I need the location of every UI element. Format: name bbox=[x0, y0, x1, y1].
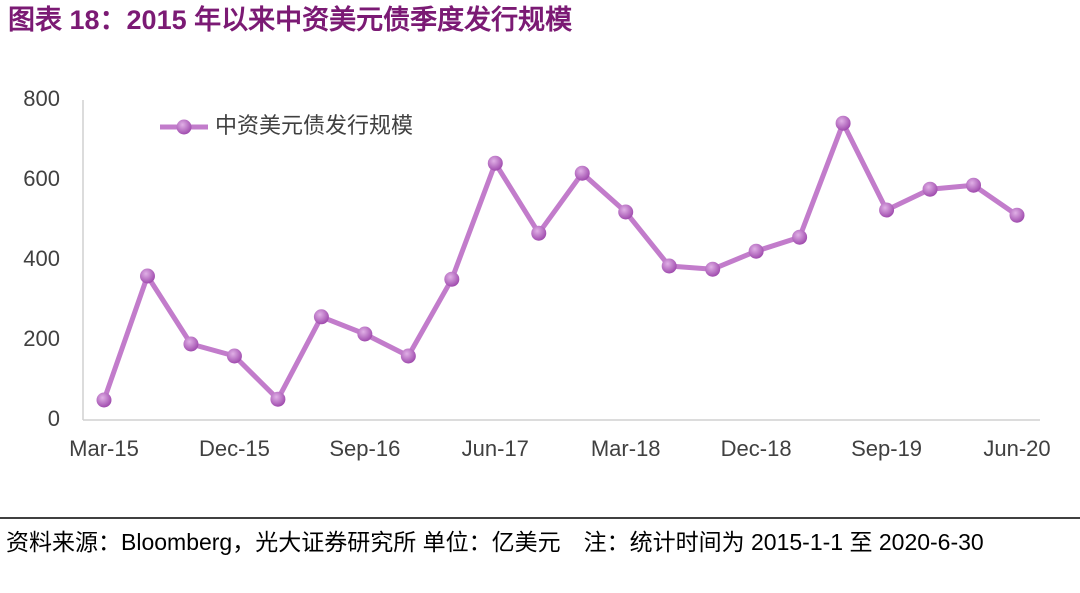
point bbox=[183, 336, 199, 352]
series-line bbox=[101, 120, 1019, 402]
y-tick-label: 200 bbox=[23, 326, 60, 351]
y-tick-label: 0 bbox=[48, 406, 60, 431]
point bbox=[748, 243, 764, 259]
point bbox=[966, 177, 982, 193]
point bbox=[661, 258, 677, 274]
y-tick-label: 400 bbox=[23, 246, 60, 271]
point bbox=[574, 165, 590, 181]
point bbox=[226, 348, 242, 364]
x-tick-label: Mar-15 bbox=[69, 436, 139, 461]
point bbox=[705, 261, 721, 277]
point bbox=[618, 204, 634, 220]
point bbox=[313, 309, 329, 325]
x-tick-label: Sep-16 bbox=[329, 436, 400, 461]
point bbox=[1009, 207, 1025, 223]
legend-label: 中资美元债发行规模 bbox=[215, 113, 413, 138]
legend-marker bbox=[176, 119, 192, 135]
point bbox=[879, 202, 895, 218]
x-tick-label: Jun-20 bbox=[983, 436, 1050, 461]
point bbox=[792, 229, 808, 245]
x-tick-label: Dec-15 bbox=[199, 436, 270, 461]
x-tick-label: Sep-19 bbox=[851, 436, 922, 461]
point bbox=[270, 391, 286, 407]
chart-title: 图表 18：2015 年以来中资美元债季度发行规模 bbox=[8, 4, 572, 35]
y-tick-label: 600 bbox=[23, 166, 60, 191]
point bbox=[531, 225, 547, 241]
x-tick-label: Dec-18 bbox=[721, 436, 792, 461]
point bbox=[835, 115, 851, 131]
point bbox=[400, 348, 416, 364]
point bbox=[444, 271, 460, 287]
point bbox=[357, 326, 373, 342]
point bbox=[96, 392, 112, 408]
point bbox=[139, 268, 155, 284]
x-tick-label: Mar-18 bbox=[591, 436, 661, 461]
point bbox=[487, 155, 503, 171]
point bbox=[922, 181, 938, 197]
y-tick-label: 800 bbox=[23, 86, 60, 111]
x-tick-label: Jun-17 bbox=[462, 436, 529, 461]
source-note: 资料来源：Bloomberg，光大证券研究所 单位：亿美元 注：统计时间为 20… bbox=[6, 529, 984, 555]
